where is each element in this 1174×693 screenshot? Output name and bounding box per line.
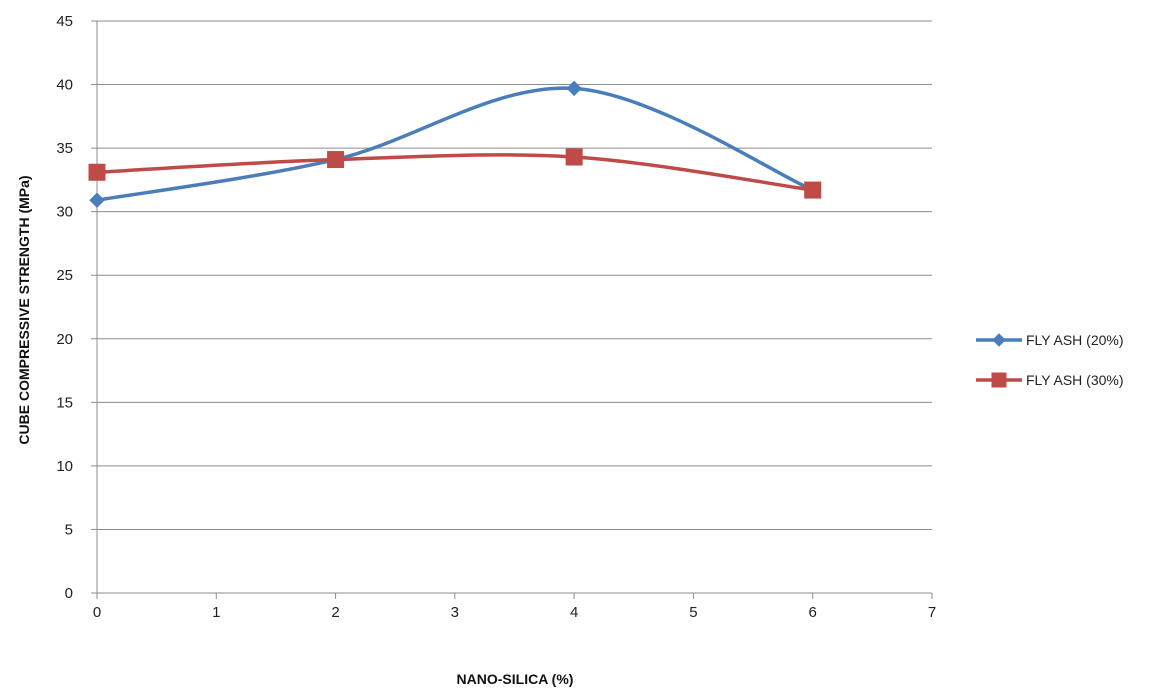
y-tick-label: 25 bbox=[56, 267, 73, 284]
x-tick-label: 5 bbox=[689, 604, 697, 621]
x-tick-label: 2 bbox=[331, 604, 339, 621]
data-point bbox=[88, 163, 106, 181]
y-axis-title: CUBE COMPRESSIVE STRENGTH (MPa) bbox=[16, 175, 32, 444]
x-axis-title: NANO-SILICA (%) bbox=[457, 671, 574, 687]
y-tick-label: 20 bbox=[56, 331, 73, 348]
y-tick-label: 15 bbox=[56, 394, 73, 411]
y-tick-label: 40 bbox=[56, 77, 73, 94]
plot-series bbox=[88, 80, 822, 208]
y-tick-label: 5 bbox=[65, 521, 73, 538]
data-point bbox=[804, 181, 822, 199]
data-point bbox=[566, 80, 582, 97]
legend-label: FLY ASH (20%) bbox=[1026, 332, 1124, 348]
data-point bbox=[89, 192, 105, 208]
y-tick-label: 35 bbox=[56, 140, 73, 157]
x-tick-label: 0 bbox=[93, 604, 101, 621]
legend-marker bbox=[991, 372, 1007, 388]
legend-marker bbox=[992, 333, 1006, 347]
legend: FLY ASH (20%) FLY ASH (30%) bbox=[976, 332, 1124, 388]
y-tick-label: 0 bbox=[65, 585, 73, 602]
series-2 bbox=[88, 148, 822, 199]
x-tick-label: 3 bbox=[451, 604, 459, 621]
series-1 bbox=[89, 80, 821, 208]
data-point bbox=[565, 148, 583, 166]
x-tick-label: 7 bbox=[928, 604, 936, 621]
x-tick-label: 1 bbox=[212, 604, 220, 621]
series-line bbox=[95, 86, 815, 202]
data-point bbox=[327, 151, 345, 169]
y-tick-label: 45 bbox=[56, 13, 73, 30]
legend-label: FLY ASH (30%) bbox=[1026, 372, 1124, 388]
series-line bbox=[95, 153, 815, 192]
legend-item-2: FLY ASH (30%) bbox=[976, 372, 1124, 388]
y-tick-label: 30 bbox=[56, 204, 73, 221]
x-tick-label: 6 bbox=[809, 604, 817, 621]
y-tick-label: 10 bbox=[56, 458, 73, 475]
legend-item-1: FLY ASH (20%) bbox=[976, 332, 1124, 348]
gridlines bbox=[97, 20, 932, 530]
x-tick-label: 4 bbox=[570, 604, 578, 621]
